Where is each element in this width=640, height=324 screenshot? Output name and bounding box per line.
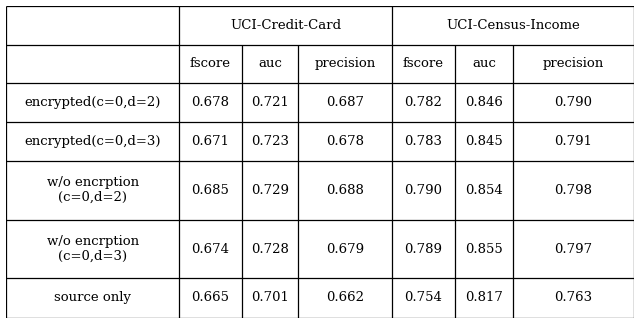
Text: 0.662: 0.662 <box>326 292 364 305</box>
Text: 0.728: 0.728 <box>251 243 289 256</box>
Text: 0.671: 0.671 <box>191 135 229 148</box>
Text: 0.817: 0.817 <box>465 292 503 305</box>
Text: 0.798: 0.798 <box>554 184 593 197</box>
Text: 0.679: 0.679 <box>326 243 364 256</box>
Text: 0.783: 0.783 <box>404 135 442 148</box>
Text: 0.701: 0.701 <box>251 292 289 305</box>
Text: 0.791: 0.791 <box>554 135 593 148</box>
Text: 0.797: 0.797 <box>554 243 593 256</box>
Text: 0.846: 0.846 <box>465 96 503 109</box>
Text: w/o encrption
(c=0,d=2): w/o encrption (c=0,d=2) <box>47 176 139 204</box>
Text: 0.790: 0.790 <box>404 184 442 197</box>
Text: 0.790: 0.790 <box>554 96 593 109</box>
Text: auc: auc <box>472 57 496 70</box>
Text: precision: precision <box>314 57 376 70</box>
Text: 0.687: 0.687 <box>326 96 364 109</box>
Text: 0.674: 0.674 <box>191 243 229 256</box>
Text: 0.782: 0.782 <box>404 96 442 109</box>
Text: 0.721: 0.721 <box>251 96 289 109</box>
Text: 0.763: 0.763 <box>554 292 593 305</box>
Text: 0.854: 0.854 <box>465 184 503 197</box>
Text: UCI-Credit-Card: UCI-Credit-Card <box>230 19 341 32</box>
Text: 0.678: 0.678 <box>191 96 229 109</box>
Text: fscore: fscore <box>189 57 231 70</box>
Text: auc: auc <box>258 57 282 70</box>
Text: encrypted(c=0,d=2): encrypted(c=0,d=2) <box>24 96 161 109</box>
Text: UCI-Census-Income: UCI-Census-Income <box>446 19 580 32</box>
Text: 0.678: 0.678 <box>326 135 364 148</box>
Text: 0.789: 0.789 <box>404 243 442 256</box>
Text: fscore: fscore <box>403 57 444 70</box>
Text: encrypted(c=0,d=3): encrypted(c=0,d=3) <box>24 135 161 148</box>
Text: 0.665: 0.665 <box>191 292 229 305</box>
Text: 0.723: 0.723 <box>251 135 289 148</box>
Text: 0.855: 0.855 <box>465 243 503 256</box>
Text: 0.729: 0.729 <box>251 184 289 197</box>
Text: precision: precision <box>543 57 604 70</box>
Text: 0.685: 0.685 <box>191 184 229 197</box>
Text: 0.845: 0.845 <box>465 135 503 148</box>
Text: 0.688: 0.688 <box>326 184 364 197</box>
Text: 0.754: 0.754 <box>404 292 442 305</box>
Text: source only: source only <box>54 292 131 305</box>
Text: w/o encrption
(c=0,d=3): w/o encrption (c=0,d=3) <box>47 235 139 263</box>
